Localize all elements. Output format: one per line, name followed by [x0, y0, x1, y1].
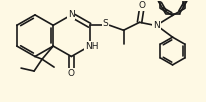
Text: N: N	[68, 10, 74, 19]
Text: N: N	[152, 21, 159, 30]
Text: NH: NH	[84, 42, 98, 51]
Text: O: O	[137, 1, 144, 10]
Text: S: S	[102, 19, 108, 28]
Text: O: O	[68, 69, 75, 78]
